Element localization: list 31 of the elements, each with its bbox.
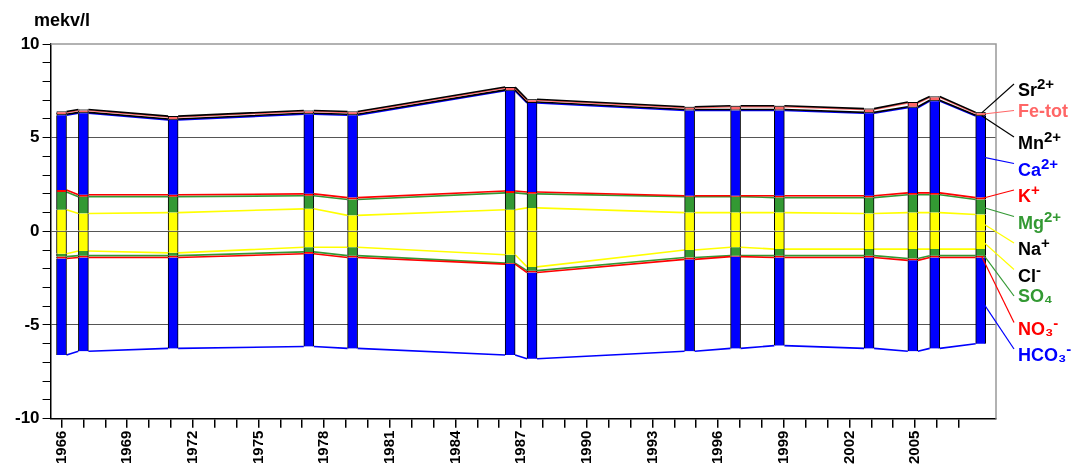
text: SO₄ bbox=[1018, 285, 1053, 308]
legend-label: Na$^{+}$ bbox=[1018, 233, 1050, 261]
series-label: Cl$^{-}$ bbox=[1018, 259, 1041, 288]
series-label: Sr$^{2+}$ bbox=[1018, 74, 1055, 102]
x-tick-label: 1972 bbox=[182, 430, 200, 465]
x-tick-label: 1978 bbox=[314, 430, 332, 465]
x-tick-label: 1975 bbox=[248, 430, 266, 465]
y-tick-label: -10 bbox=[14, 408, 40, 428]
legend-label: Mg$^{2+}$ bbox=[1018, 206, 1062, 235]
x-tick-label: 1984 bbox=[445, 429, 463, 465]
x-tick-label: 1990 bbox=[576, 430, 594, 465]
legend-label: Fe-tot bbox=[1018, 99, 1068, 123]
x-tick-label: 2002 bbox=[839, 430, 857, 465]
x-tick-label: 1993 bbox=[642, 430, 660, 465]
x-tick-label: 1996 bbox=[708, 430, 726, 465]
legend-label: K$^{+}$ bbox=[1018, 180, 1040, 208]
y-tick-label: 0 bbox=[30, 221, 40, 240]
x-tick-label: 1966 bbox=[51, 430, 69, 465]
x-tick-label: 1999 bbox=[773, 430, 791, 465]
x-tick-label: 1981 bbox=[379, 430, 397, 465]
legend-label: HCO₃$^{-}$ bbox=[1018, 339, 1072, 367]
series-label: Mn$^{2+}$ bbox=[1018, 127, 1062, 155]
y-tick-label: -5 bbox=[24, 314, 40, 334]
y-axis-title: mekv/l bbox=[34, 10, 91, 31]
text: NO₃$^{-}$ bbox=[1018, 312, 1059, 341]
y-tick-label: 5 bbox=[30, 127, 40, 147]
x-tick-label: 1969 bbox=[117, 430, 135, 465]
x-tick-label: 1987 bbox=[511, 430, 529, 465]
y-tick-label: 10 bbox=[20, 33, 40, 53]
legend-label: Ca$^{2+}$ bbox=[1018, 153, 1059, 182]
x-tick-label: 2005 bbox=[905, 430, 923, 465]
